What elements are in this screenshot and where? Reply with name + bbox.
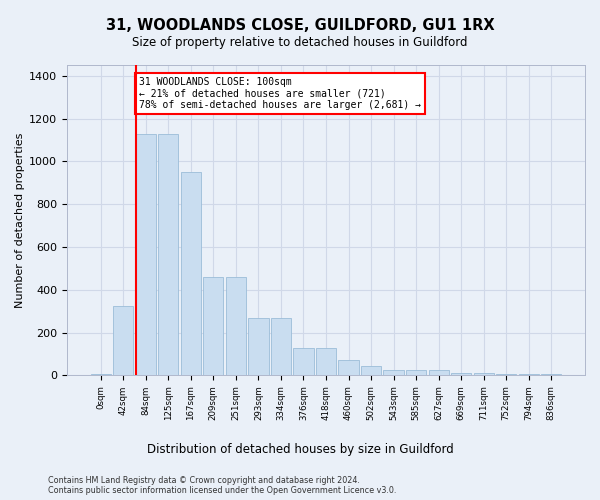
Bar <box>338 360 359 376</box>
Bar <box>406 370 426 376</box>
Bar <box>136 134 156 376</box>
Bar <box>158 134 178 376</box>
Bar <box>293 348 314 376</box>
Text: 31, WOODLANDS CLOSE, GUILDFORD, GU1 1RX: 31, WOODLANDS CLOSE, GUILDFORD, GU1 1RX <box>106 18 494 32</box>
Bar <box>203 277 223 376</box>
Bar <box>248 318 269 376</box>
Bar <box>473 372 494 376</box>
Bar <box>451 372 472 376</box>
Bar <box>496 374 517 376</box>
Bar <box>518 374 539 376</box>
Bar <box>541 374 562 376</box>
Bar <box>113 306 133 376</box>
Bar <box>316 348 336 376</box>
Text: 31 WOODLANDS CLOSE: 100sqm
← 21% of detached houses are smaller (721)
78% of sem: 31 WOODLANDS CLOSE: 100sqm ← 21% of deta… <box>139 77 421 110</box>
Bar <box>271 318 291 376</box>
Y-axis label: Number of detached properties: Number of detached properties <box>15 132 25 308</box>
Text: Contains HM Land Registry data © Crown copyright and database right 2024.
Contai: Contains HM Land Registry data © Crown c… <box>48 476 397 495</box>
Bar <box>226 277 246 376</box>
Bar <box>428 370 449 376</box>
Text: Distribution of detached houses by size in Guildford: Distribution of detached houses by size … <box>146 442 454 456</box>
Bar <box>91 374 111 376</box>
Bar <box>181 172 201 376</box>
Bar <box>361 366 381 376</box>
Bar <box>383 370 404 376</box>
Text: Size of property relative to detached houses in Guildford: Size of property relative to detached ho… <box>132 36 468 49</box>
